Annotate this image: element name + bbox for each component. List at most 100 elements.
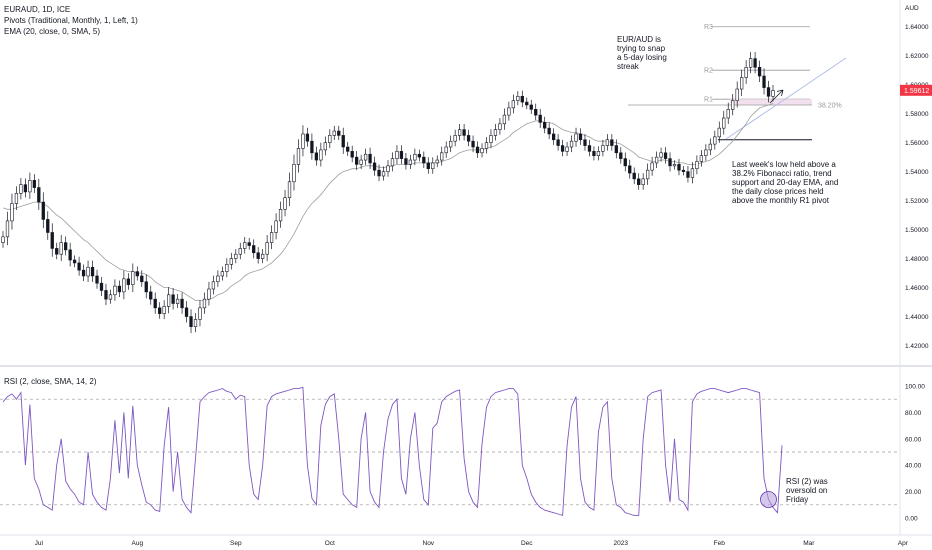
pivots-legend[interactable]: Pivots (Traditional, Monthly, 1, Left, 1… [4, 16, 138, 25]
candle [278, 201, 283, 228]
candle [547, 122, 551, 140]
candle [551, 128, 556, 145]
fib-label: 38.20% [818, 102, 842, 109]
annotation-rsi[interactable]: RSI (2) was oversold on Friday [786, 477, 828, 504]
ema-legend[interactable]: EMA (20, close, 0, SMA, 5) [4, 27, 101, 36]
price-axis: 1.42000 1.44000 1.46000 1.48000 1.50000 1.520… [905, 24, 929, 350]
price-tick-label: 1.44000 [905, 314, 929, 321]
rsi-legend[interactable]: RSI (2, close, SMA, 14, 2) [4, 376, 96, 387]
candle [507, 101, 511, 121]
candle [748, 51, 753, 74]
candle [162, 300, 166, 320]
month-label: Nov [423, 540, 435, 547]
candle [574, 127, 578, 147]
candle [350, 145, 354, 163]
candle [86, 260, 90, 282]
candle [292, 154, 296, 191]
candle [390, 152, 395, 172]
candle [144, 274, 148, 299]
candle [489, 129, 493, 149]
candle [59, 234, 63, 262]
price-legend[interactable]: EURAUD, 1D, ICE Pivots (Traditional, Mon… [4, 4, 138, 37]
candle [538, 108, 542, 128]
price-tick-label: 1.54000 [905, 169, 929, 176]
candle [578, 128, 583, 145]
candle [55, 242, 59, 260]
candle [395, 145, 399, 165]
candle [256, 247, 260, 264]
candle [614, 139, 618, 159]
candle [440, 146, 444, 166]
candle [355, 150, 359, 170]
candle [704, 144, 708, 161]
candle [708, 138, 712, 155]
month-label: Apr [898, 540, 909, 547]
candle [126, 273, 130, 290]
candle [68, 242, 72, 267]
price-tick-label: 1.48000 [905, 256, 929, 263]
candle [619, 147, 623, 164]
candle [225, 258, 229, 278]
candle [346, 141, 350, 156]
price-tick-label: 1.62000 [905, 53, 929, 60]
candle [296, 139, 301, 173]
candle [408, 154, 413, 170]
rsi-legend-label[interactable]: RSI (2, close, SMA, 14, 2) [4, 377, 97, 386]
candle-layer [1, 51, 775, 334]
candle [623, 152, 627, 172]
candle [189, 309, 193, 334]
candle [762, 68, 766, 95]
symbol-legend[interactable]: EURAUD, 1D, ICE [4, 5, 71, 14]
annotation-top[interactable]: EUR/AUD is trying to snap a 5-day losing… [617, 35, 667, 71]
candle [484, 137, 489, 154]
candle [646, 163, 650, 185]
candle [283, 190, 287, 217]
candle [46, 211, 50, 240]
candle [471, 135, 475, 153]
candle [740, 69, 744, 96]
candle [766, 80, 771, 103]
candle [337, 125, 341, 141]
price-tick-label: 1.64000 [905, 24, 929, 31]
candle [520, 90, 524, 108]
rsi-tick-label: 80.00 [905, 410, 922, 417]
candle [717, 121, 721, 143]
candle [726, 102, 730, 125]
candle [180, 292, 184, 314]
pivot-label-r1: R1 [704, 97, 713, 104]
candle [681, 166, 686, 176]
month-label: Dec [521, 540, 533, 547]
candle [641, 173, 645, 190]
candle [386, 160, 390, 177]
candle [198, 300, 202, 327]
candle [601, 139, 605, 157]
month-label: Jul [35, 540, 44, 547]
candle [14, 186, 19, 210]
candle [122, 270, 126, 300]
candle [153, 292, 157, 314]
candle [462, 123, 466, 141]
candle [261, 249, 265, 264]
annotation-middle[interactable]: Last week's low held above a 38.2% Fibon… [732, 160, 839, 205]
candle [695, 155, 699, 175]
rsi-axis: 100.00 80.00 60.00 40.00 20.00 0.00 [905, 384, 925, 523]
candle [735, 81, 739, 108]
candle [511, 94, 515, 114]
candle [605, 134, 610, 151]
candle [534, 103, 538, 121]
candle [81, 264, 86, 282]
candle [659, 147, 663, 162]
candle [328, 129, 332, 149]
candle [377, 164, 381, 182]
candle [466, 129, 471, 147]
candle [628, 159, 632, 179]
candle [713, 130, 717, 150]
candle [569, 135, 574, 153]
candle [516, 91, 520, 106]
candle [19, 178, 23, 200]
candle [399, 145, 404, 165]
month-label: Mar [803, 540, 815, 547]
candle [731, 93, 735, 116]
candle [135, 266, 139, 281]
